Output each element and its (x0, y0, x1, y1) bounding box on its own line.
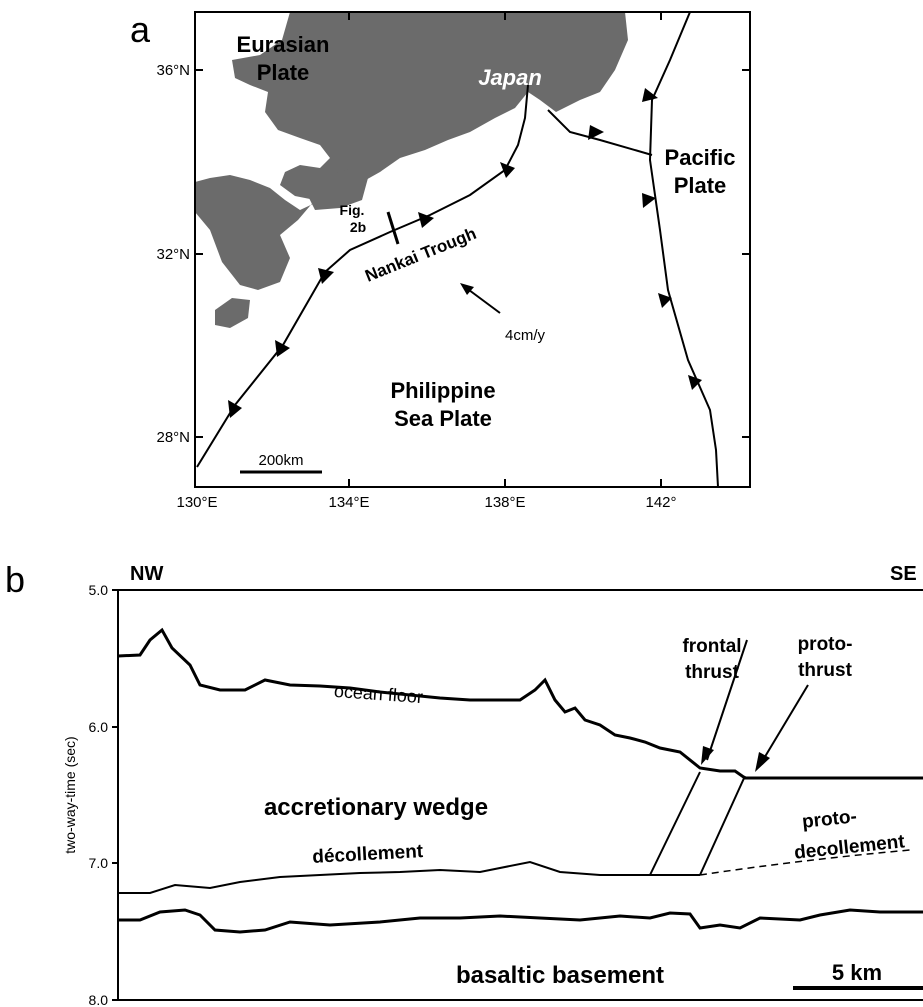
y-tick-label: 8.0 (89, 992, 109, 1007)
lon-label: 142° (645, 494, 676, 511)
arrow (759, 684, 809, 766)
decollement-line (118, 860, 700, 894)
proto-thrust-label: thrust (798, 660, 853, 681)
arrow-head (755, 752, 770, 772)
ticks (195, 12, 750, 487)
scale-label: 200km (258, 452, 303, 469)
lat-label: 28°N (156, 429, 190, 446)
plate-label: Philippine (390, 378, 495, 403)
section-frame (117, 589, 923, 1001)
ocean-floor-line (117, 627, 923, 780)
plate-label: Sea Plate (394, 406, 492, 431)
proto-decollement-label: decollement (793, 831, 906, 864)
basement-label: basaltic basement (456, 962, 664, 989)
velocity-label: 4cm/y (505, 327, 546, 344)
plate-label: Pacific (665, 145, 736, 170)
land (215, 298, 250, 328)
y-ticks (112, 589, 118, 1001)
frontal-thrust-label: thrust (685, 662, 740, 683)
arrow-head (460, 283, 474, 295)
fig-ref: 2b (350, 219, 366, 235)
y-tick-label: 5.0 (89, 582, 109, 598)
velocity-arrow (464, 286, 501, 314)
proto-decollement-line (699, 849, 911, 876)
trough-label: Nankai Trough (362, 224, 479, 286)
frontal-thrust-label: frontal (682, 636, 741, 657)
panel-label: a (130, 9, 151, 50)
y-tick-label: 7.0 (89, 855, 109, 871)
thrust-fault (649, 771, 746, 876)
lon-label: 138°E (484, 494, 525, 511)
section-line (386, 211, 400, 245)
land (195, 12, 628, 290)
fig-ref: Fig. (340, 202, 365, 218)
arrow (706, 639, 748, 761)
y-axis-label: two-way-time (sec) (62, 736, 78, 853)
plate-label: Eurasian (237, 32, 330, 57)
panel-label: b (5, 559, 25, 600)
lon-label: 134°E (328, 494, 369, 511)
wedge-label: accretionary wedge (264, 794, 488, 821)
direction-label: NW (130, 563, 163, 585)
basement-line (118, 908, 923, 934)
y-tick-label: 6.0 (89, 719, 109, 735)
decollement-label: décollement (312, 841, 424, 868)
lat-label: 32°N (156, 246, 190, 263)
lat-label: 36°N (156, 62, 190, 79)
scale-label: 5 km (832, 960, 882, 985)
plate-label: Plate (674, 173, 727, 198)
lon-label: 130°E (176, 494, 217, 511)
japan-label: Japan (478, 65, 542, 90)
ocean-floor-label: ocean floor (333, 681, 423, 707)
land (305, 168, 368, 210)
sagami-trough-line (547, 109, 653, 156)
nankai-trough-line (196, 84, 529, 468)
map-frame (194, 11, 751, 488)
proto-thrust-label: proto- (798, 634, 853, 655)
direction-label: SE (890, 563, 917, 585)
proto-decollement-label: proto- (801, 806, 858, 833)
izu-trench-line (648, 11, 719, 488)
plate-label: Plate (257, 60, 310, 85)
arrow-head (701, 746, 714, 765)
thrust-teeth (228, 88, 702, 418)
